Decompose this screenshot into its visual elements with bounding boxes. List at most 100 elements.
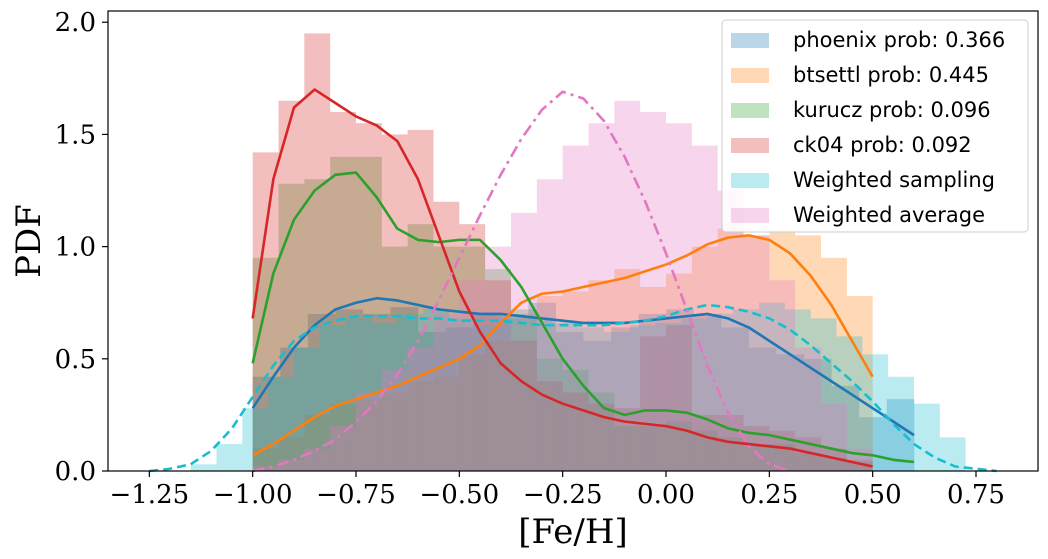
hist-bar xyxy=(381,370,408,471)
x-tick-label: 0.50 xyxy=(844,480,902,510)
legend: phoenix prob: 0.366 btsettl prob: 0.445 ku… xyxy=(721,19,1029,233)
hist-bar xyxy=(846,459,873,471)
hist-bar xyxy=(485,280,511,471)
hist-bar xyxy=(666,309,694,471)
hist-bar xyxy=(485,340,511,471)
hist-bar xyxy=(335,309,363,471)
hist-bar xyxy=(511,340,537,471)
legend-label: ck04 prob: 0.092 xyxy=(793,133,972,157)
kde-line xyxy=(149,303,997,473)
kde-line xyxy=(252,234,874,457)
hist-bar xyxy=(304,448,331,471)
hist-bar xyxy=(459,280,486,471)
hist-bar xyxy=(536,358,563,471)
x-axis-label: [Fe/H] xyxy=(518,512,628,552)
legend-swatch xyxy=(731,173,769,188)
hist-bar xyxy=(748,347,777,471)
hist-bar xyxy=(252,466,279,471)
plot-frame xyxy=(107,10,1039,472)
kde-line xyxy=(251,171,915,464)
hist-bar xyxy=(330,156,356,471)
y-tick-label: 2.0 xyxy=(55,8,96,38)
y-axis-label: PDF xyxy=(9,204,49,278)
hist-bar xyxy=(356,399,382,471)
hist-bar xyxy=(588,403,615,471)
hist-bar xyxy=(433,376,460,471)
hist-bar xyxy=(356,392,382,471)
kde-line xyxy=(251,88,873,468)
x-tick-label: −0.50 xyxy=(419,480,499,510)
hist-bar xyxy=(691,414,718,471)
hist-bar xyxy=(526,318,553,471)
legend-label: btsettl prob: 0.445 xyxy=(793,63,989,87)
hist-bar xyxy=(242,408,269,471)
hist-bar xyxy=(536,381,563,471)
hist-bar xyxy=(614,408,641,471)
hist-bar xyxy=(278,100,305,471)
hist-bar xyxy=(433,201,460,472)
hist-bar xyxy=(500,313,527,471)
hist-bar xyxy=(640,426,666,471)
hist-bar xyxy=(640,111,666,471)
hist-bar xyxy=(578,327,604,471)
hist-bar xyxy=(304,414,331,471)
legend-swatch xyxy=(731,208,769,223)
hist-bar xyxy=(418,331,446,471)
hist-bar xyxy=(666,273,692,471)
hist-bar xyxy=(252,448,279,471)
x-tick-label: 0.00 xyxy=(637,480,695,510)
hist-bar xyxy=(611,327,639,471)
hist-bar xyxy=(330,403,356,471)
hist-bar xyxy=(583,340,612,471)
hist-bar xyxy=(407,224,434,471)
hist-bar xyxy=(862,354,889,471)
hist-bar xyxy=(846,462,873,471)
hist-bar xyxy=(614,426,641,471)
hist-bar xyxy=(511,309,537,471)
legend-label: Weighted average xyxy=(793,203,985,227)
hist-bar xyxy=(821,457,847,471)
hist-bar xyxy=(914,403,940,471)
hist-bar xyxy=(721,327,749,471)
legend-label: phoenix prob: 0.366 xyxy=(793,28,1005,52)
hist-bar xyxy=(655,322,682,471)
legend-swatch xyxy=(731,33,769,48)
x-tick-label: −1.25 xyxy=(109,480,189,510)
kde-line xyxy=(251,296,915,437)
legend-swatch xyxy=(731,103,769,118)
hist-bar xyxy=(423,309,449,471)
y-tick-label: 1.5 xyxy=(55,120,96,150)
hist-bar xyxy=(459,354,486,471)
hist-bar xyxy=(859,417,887,471)
hist-bar xyxy=(604,331,630,471)
y-tick-label: 0.5 xyxy=(55,345,96,375)
hist-bar xyxy=(381,246,408,471)
hist-bar xyxy=(821,257,847,471)
hist-bar xyxy=(294,347,320,471)
hist-bar xyxy=(459,224,486,471)
hist-bar xyxy=(588,280,615,471)
hist-bar xyxy=(407,347,434,471)
hist-bar xyxy=(371,322,398,471)
hist-bar xyxy=(459,246,486,471)
hist-bar xyxy=(473,313,501,471)
x-tick-label: −1.00 xyxy=(213,480,293,510)
hist-bar xyxy=(511,212,537,471)
hist-bar xyxy=(304,33,331,471)
hist-bar xyxy=(640,336,666,471)
hist-bar xyxy=(278,183,305,471)
x-tick-label: −0.25 xyxy=(523,480,603,510)
hist-bar xyxy=(407,381,434,471)
legend-label: Weighted sampling xyxy=(793,168,995,192)
hist-bar xyxy=(268,376,294,471)
legend-box xyxy=(721,19,1029,233)
hist-bar xyxy=(666,325,692,471)
hist-bar xyxy=(390,307,419,471)
hist-bar xyxy=(330,426,356,471)
hist-bar xyxy=(356,156,382,471)
hist-bar xyxy=(614,269,641,471)
hist-bar xyxy=(693,313,722,471)
hist-bar xyxy=(821,448,847,471)
hist-bar xyxy=(216,444,243,471)
